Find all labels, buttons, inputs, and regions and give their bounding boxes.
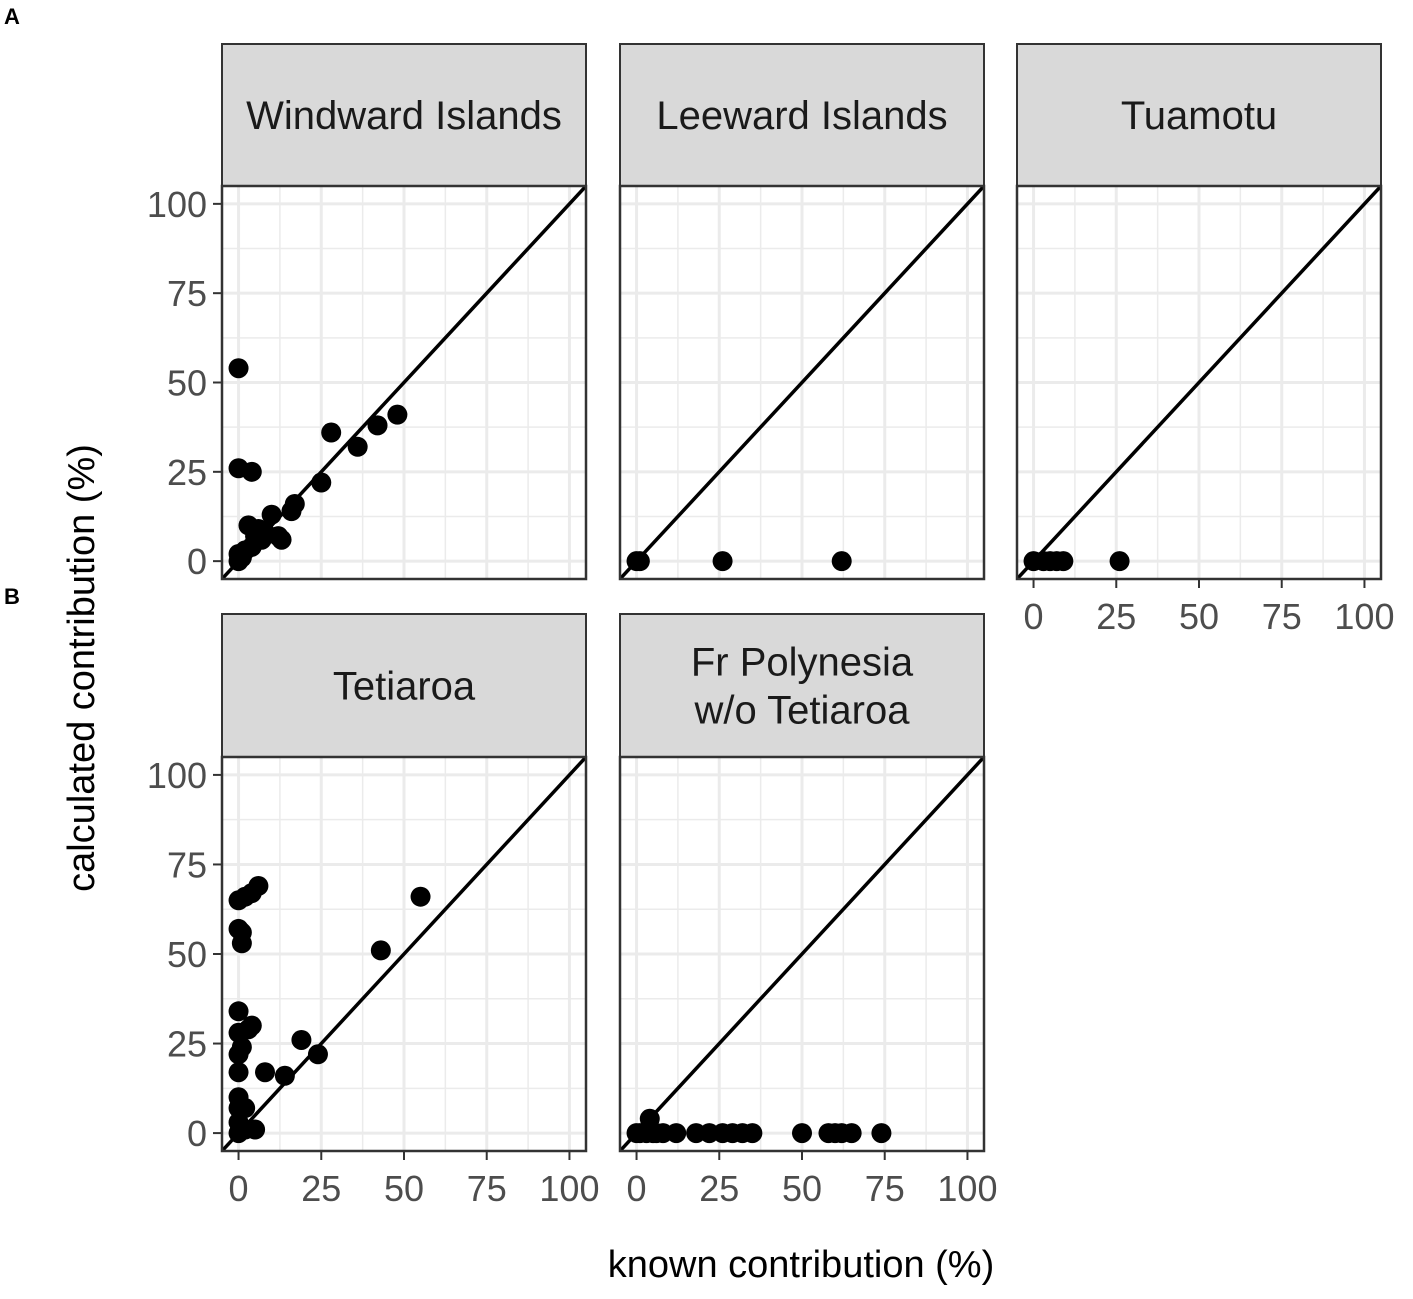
data-points: [626, 1108, 892, 1144]
data-point: [231, 933, 252, 954]
data-point: [235, 1098, 256, 1119]
data-point: [871, 1123, 892, 1144]
x-tick-label: 0: [1024, 596, 1044, 637]
data-point: [742, 1123, 763, 1144]
data-point: [370, 940, 391, 961]
y-tick-label: 100: [147, 755, 207, 796]
facet-panel-1: Windward Islands 0 25 50 75 100: [147, 43, 588, 582]
x-tick-label: 50: [1179, 596, 1219, 637]
x-tick-label: 50: [782, 1168, 822, 1209]
data-point: [629, 551, 650, 572]
data-point: [311, 472, 332, 493]
x-tick-label: 25: [699, 1168, 739, 1209]
data-point: [241, 461, 262, 482]
data-point: [712, 551, 733, 572]
facet-strip-label: Tetiaroa: [333, 665, 476, 709]
data-points: [228, 358, 408, 572]
data-point: [241, 1015, 262, 1036]
data-point: [307, 1044, 328, 1065]
data-point: [841, 1123, 862, 1144]
data-points: [1023, 551, 1130, 572]
facet-panel-2: Leeward Islands: [618, 43, 986, 581]
data-point: [261, 504, 282, 525]
data-point: [228, 1062, 249, 1083]
y-tick-label: 100: [147, 184, 207, 225]
facet-strip: [619, 613, 985, 758]
data-point: [231, 1037, 252, 1058]
x-tick-label: 75: [1262, 596, 1302, 637]
y-tick-label: 50: [167, 363, 207, 404]
y-tick-label: 0: [187, 541, 207, 582]
x-tick-label: 100: [937, 1168, 997, 1209]
facet-strip-label: Fr Polynesia: [691, 641, 914, 685]
x-tick-label: 25: [1096, 596, 1136, 637]
data-point: [387, 404, 408, 425]
facet-panels: Windward Islands 0 25 50 75 100 Leeward Island…: [147, 43, 1394, 1209]
data-point: [228, 1001, 249, 1022]
x-tick-label: 75: [467, 1168, 507, 1209]
x-tick-label: 0: [627, 1168, 647, 1209]
x-tick-label: 75: [865, 1168, 905, 1209]
x-tick-label: 100: [539, 1168, 599, 1209]
data-point: [248, 875, 269, 896]
x-axis-title: known contribution (%): [608, 1244, 995, 1286]
facet-strip: [619, 43, 985, 187]
data-point: [831, 551, 852, 572]
data-points: [626, 551, 852, 572]
data-point: [228, 358, 249, 379]
facet-strip-label: w/o Tetiaroa: [694, 689, 911, 733]
y-tick-label: 25: [167, 1024, 207, 1065]
y-tick-label: 75: [167, 844, 207, 885]
data-point: [1109, 551, 1130, 572]
data-point: [792, 1123, 812, 1144]
data-point: [347, 436, 368, 457]
data-point: [410, 886, 431, 907]
facet-panel-3: Tuamotu 0 25 50 75 100: [1015, 43, 1394, 637]
identity-line: [620, 186, 984, 579]
data-point: [255, 1062, 276, 1083]
data-point: [245, 1119, 266, 1140]
panel-tag-a: A: [4, 4, 20, 29]
data-point: [271, 529, 292, 550]
facet-strip-label: Leeward Islands: [656, 94, 947, 138]
y-tick-label: 0: [187, 1113, 207, 1154]
y-tick-label: 50: [167, 934, 207, 975]
identity-line: [1017, 186, 1381, 579]
facet-strip: [221, 613, 587, 758]
data-points: [228, 875, 431, 1144]
facet-strip: [221, 43, 587, 187]
x-tick-label: 50: [384, 1168, 424, 1209]
data-point: [1053, 551, 1074, 572]
x-tick-label: 100: [1334, 596, 1394, 637]
y-tick-label: 75: [167, 273, 207, 314]
y-axis-title: calculated contribution (%): [61, 444, 103, 892]
data-point: [321, 422, 342, 443]
panel-border: [618, 184, 986, 581]
x-tick-label: 0: [229, 1168, 249, 1209]
data-point: [666, 1123, 687, 1144]
facet-panel-4: Tetiaroa 0 25 50 75 100 0 25 50 75 100: [147, 613, 599, 1209]
x-tick-label: 25: [301, 1168, 341, 1209]
data-point: [367, 415, 388, 436]
y-tick-label: 25: [167, 452, 207, 493]
panel-tag-b: B: [4, 584, 20, 609]
data-point: [274, 1065, 295, 1086]
facet-strip-label: Tuamotu: [1121, 94, 1277, 138]
facet-strip-label: Windward Islands: [246, 94, 562, 138]
data-point: [291, 1029, 312, 1050]
identity-line: [620, 757, 984, 1151]
data-point: [284, 493, 305, 514]
